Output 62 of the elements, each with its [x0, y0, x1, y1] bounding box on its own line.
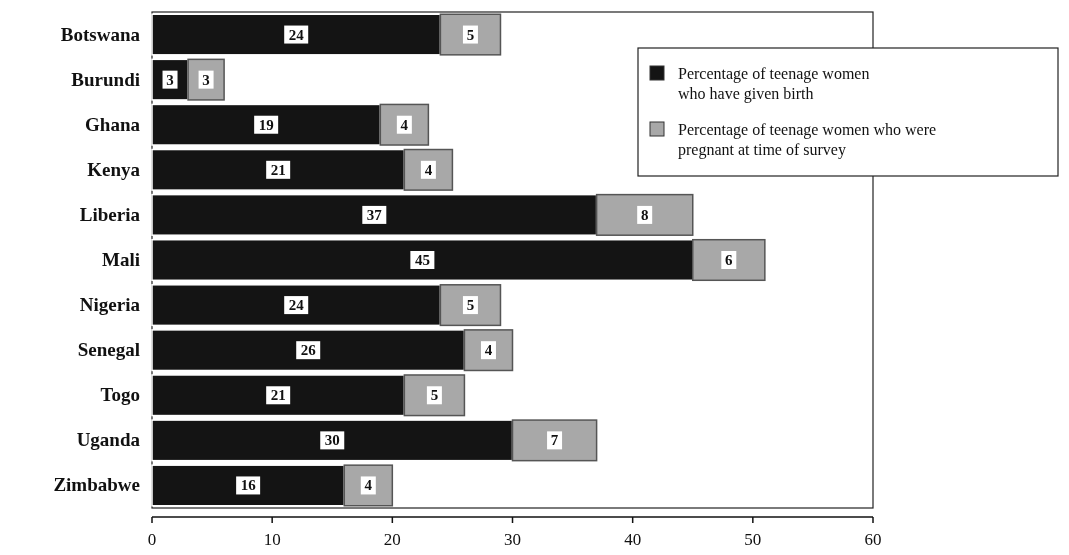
x-tick-label: 40: [624, 530, 642, 549]
bar: [151, 329, 466, 372]
bar: [151, 148, 406, 191]
data-label: 4: [424, 161, 433, 178]
y-tick-label: Botswana: [60, 23, 141, 45]
y-tick-label: Mali: [102, 249, 140, 270]
legend-label: Percentage of teenage women who have given birth: [678, 65, 870, 103]
data-label: 24: [288, 297, 305, 314]
data-label: 6: [725, 252, 734, 268]
bar: [151, 238, 694, 282]
bar: [151, 419, 514, 462]
y-tick-label: Togo: [100, 384, 140, 406]
bar: [151, 284, 442, 327]
data-label: 4: [484, 342, 493, 359]
x-tick-label: 10: [263, 530, 281, 549]
bar: [379, 103, 430, 146]
data-label: 4: [364, 477, 373, 494]
data-label: 8: [640, 206, 649, 223]
x-tick-label: 30: [504, 530, 521, 549]
legend-label: Percentage of teenage women who were pregnant at time of survey: [678, 121, 937, 159]
data-label: 21: [270, 387, 286, 404]
data-label: 24: [288, 26, 305, 43]
data-label: 26: [300, 342, 317, 359]
data-label: 37: [366, 206, 383, 223]
y-tick-label: Zimbabwe: [53, 474, 140, 496]
x-tick-label: 0: [147, 530, 157, 549]
bar: [439, 13, 502, 56]
bar: [343, 464, 394, 507]
data-label: 16: [240, 477, 257, 494]
data-label: 7: [550, 432, 559, 449]
bar: [439, 284, 502, 327]
y-tick-label: Senegal: [77, 339, 140, 361]
y-tick-label: Nigeria: [79, 294, 141, 316]
x-tick-label: 60: [864, 530, 882, 549]
x-tick-label: 50: [744, 530, 762, 549]
data-label: 3: [202, 71, 210, 88]
y-tick-label: Liberia: [79, 203, 141, 225]
data-label: 30: [324, 432, 340, 449]
bar: [463, 329, 514, 372]
bar: [595, 193, 694, 236]
y-tick-label: Kenya: [87, 158, 141, 180]
bar: [151, 464, 346, 507]
bar: [151, 13, 442, 56]
y-tick-label: Uganda: [76, 429, 141, 451]
data-label: 4: [400, 116, 409, 133]
data-label: 45: [414, 252, 430, 268]
x-tick-label: 20: [383, 530, 401, 549]
bar: [511, 419, 598, 462]
data-label: 21: [270, 161, 286, 178]
data-label: 3: [166, 71, 174, 88]
data-label: 5: [466, 297, 475, 314]
y-tick-label: Burundi: [71, 68, 140, 90]
bar: [692, 238, 766, 282]
data-label: 5: [466, 26, 475, 43]
bar: [403, 374, 466, 417]
data-label: 5: [430, 387, 439, 404]
bar: [151, 193, 598, 236]
bar: [151, 103, 382, 146]
bar: [151, 374, 406, 417]
y-tick-label: Ghana: [85, 113, 141, 135]
data-label: 19: [258, 116, 274, 133]
bar: [403, 148, 454, 191]
